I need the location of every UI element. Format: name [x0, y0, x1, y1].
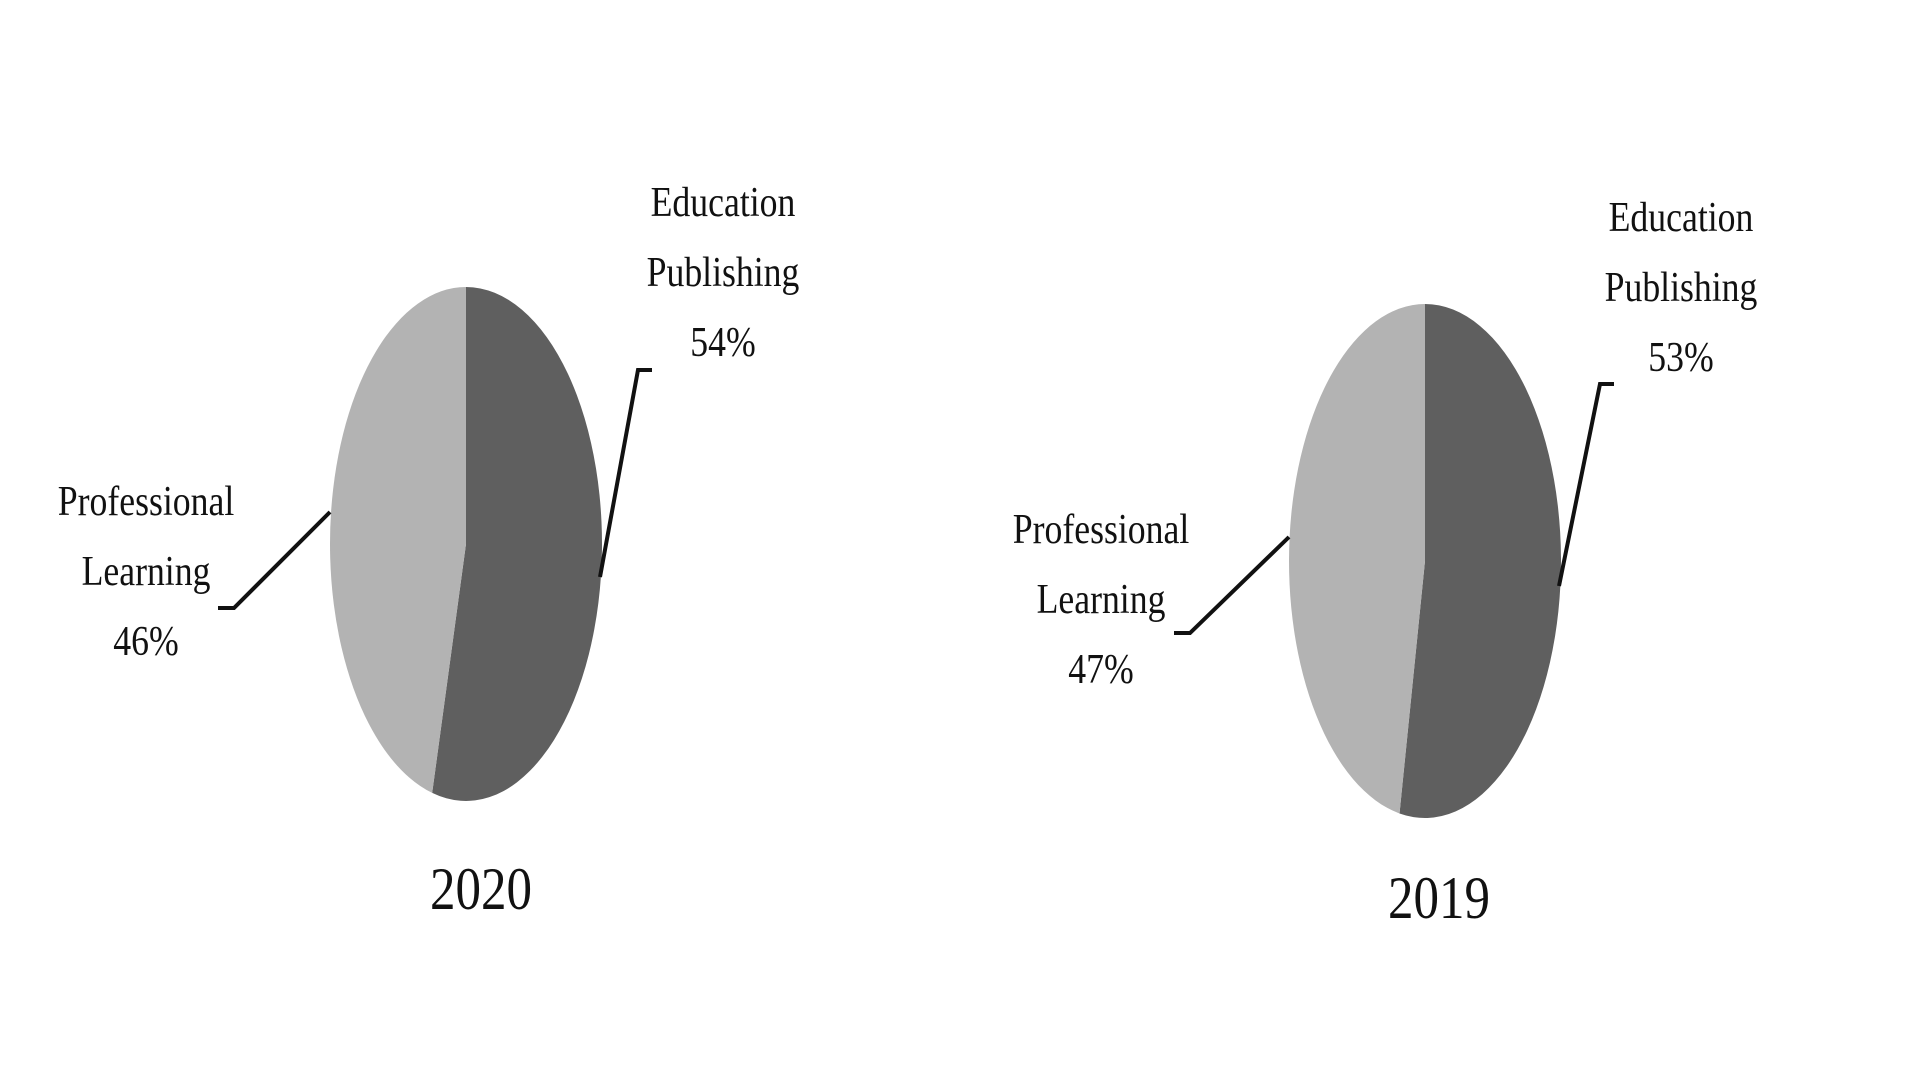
value-label: 54%	[690, 320, 756, 366]
value-label: 46%	[113, 619, 179, 665]
slice-label: Education Publishing 53%	[1583, 183, 1779, 393]
pie-slice	[432, 287, 603, 801]
value-label: 53%	[1648, 335, 1714, 381]
value-label: 47%	[1068, 647, 1134, 693]
leader-line	[1557, 382, 1614, 587]
leader-line	[218, 510, 332, 610]
pie-slice	[1399, 304, 1561, 818]
leader-line	[1174, 535, 1291, 635]
slice-label: Professional Learning 46%	[48, 467, 244, 677]
category-label: Professional Learning	[1012, 507, 1190, 623]
pie-slice	[330, 287, 466, 793]
leader-line	[598, 368, 652, 578]
chart-title: 2020	[430, 856, 532, 922]
category-label: Education Publishing	[646, 180, 800, 296]
category-label: Professional Learning	[57, 479, 235, 595]
slice-label: Professional Learning 47%	[1003, 495, 1199, 705]
pie-slice	[1289, 304, 1425, 814]
chart-title: 2019	[1388, 865, 1490, 931]
category-label: Education Publishing	[1604, 195, 1758, 311]
slice-label: Education Publishing 54%	[625, 168, 821, 378]
